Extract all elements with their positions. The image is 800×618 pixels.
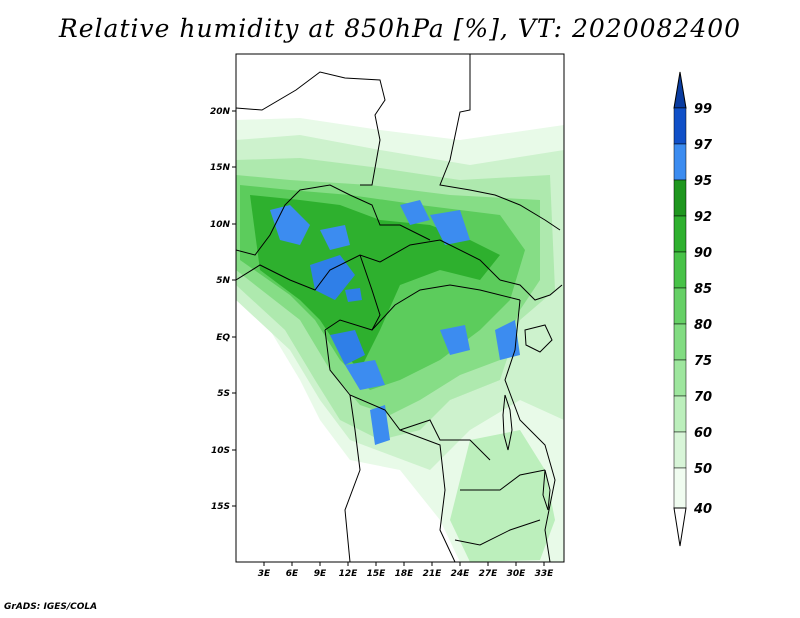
colorbar-segment xyxy=(673,359,687,397)
colorbar-label: 99 xyxy=(694,102,712,117)
border-line xyxy=(460,469,546,491)
lat-label: 20N xyxy=(210,107,231,117)
lat-label: 10S xyxy=(211,446,230,456)
map-frame xyxy=(235,53,565,563)
rh-95-patch xyxy=(345,288,362,302)
humidity-field xyxy=(236,118,564,562)
border-line xyxy=(439,54,561,231)
colorbar-top-arrow xyxy=(673,71,687,109)
lon-label: 21E xyxy=(423,569,443,579)
rh-95-patch xyxy=(370,405,390,445)
rh-60-band xyxy=(450,430,555,562)
lat-label: 15S xyxy=(211,502,230,512)
colorbar-label: 85 xyxy=(694,282,712,297)
lat-axis: 20N 15N 10N 5N EQ 5S 10S 15S xyxy=(210,107,236,512)
rh-95-patch xyxy=(400,200,430,225)
colorbar-segment xyxy=(673,287,687,325)
colorbar-label: 97 xyxy=(694,138,713,153)
lon-label: 12E xyxy=(339,569,359,579)
rh-90-contour xyxy=(250,195,500,370)
colorbar-label: 90 xyxy=(694,246,712,261)
lakes xyxy=(502,324,553,511)
lon-label: 30E xyxy=(507,569,527,579)
lake-victoria xyxy=(524,324,553,353)
colorbar-bottom-arrow xyxy=(673,507,687,547)
colorbar-label: 75 xyxy=(694,354,712,369)
lon-label: 15E xyxy=(367,569,387,579)
colorbar-segment xyxy=(673,107,687,145)
lon-label: 27E xyxy=(479,569,499,579)
colorbar-label: 80 xyxy=(694,318,712,333)
colorbar-segment xyxy=(673,431,687,469)
border-line xyxy=(399,429,456,562)
lon-label: 6E xyxy=(286,569,299,579)
rh-95-patch xyxy=(430,210,470,245)
lon-axis: 3E 6E 9E 12E 15E 18E 21E 24E 27E 30E 33E xyxy=(258,562,554,579)
chart-title: Relative humidity at 850hPa [%], VT: 202… xyxy=(58,14,742,43)
lat-label: 10N xyxy=(210,220,231,230)
border-line xyxy=(504,299,556,562)
lat-label: 15N xyxy=(210,163,231,173)
colorbar-segment xyxy=(673,179,687,217)
colorbar-segment xyxy=(673,323,687,361)
lon-label: 24E xyxy=(451,569,471,579)
colorbar-label: 60 xyxy=(694,426,712,441)
lat-label: 5S xyxy=(217,389,230,399)
colorbar-segment xyxy=(673,143,687,181)
lat-label: EQ xyxy=(216,333,230,343)
border-line xyxy=(236,71,386,186)
border-line xyxy=(344,394,361,562)
colorbar-segment xyxy=(673,251,687,289)
colorbar: 99 97 95 92 90 85 80 75 70 60 50 40 xyxy=(673,71,713,547)
lon-label: 9E xyxy=(314,569,327,579)
rh-95-patch xyxy=(440,325,470,355)
lake-tanganyika xyxy=(502,394,513,451)
colorbar-label: 40 xyxy=(693,502,712,517)
colorbar-segment xyxy=(673,467,687,509)
colorbar-segment xyxy=(673,395,687,433)
colorbar-label: 95 xyxy=(694,174,712,189)
rh-95-patch xyxy=(310,255,355,300)
rh-95-patch xyxy=(345,360,385,390)
grads-credit: GrADS: IGES/COLA xyxy=(4,602,98,612)
lon-label: 33E xyxy=(535,569,555,579)
lake-malawi xyxy=(542,469,551,511)
border-line xyxy=(324,254,381,331)
country-borders xyxy=(236,54,563,562)
lat-label: 5N xyxy=(216,276,230,286)
lon-label: 18E xyxy=(395,569,415,579)
colorbar-label: 50 xyxy=(694,462,712,477)
colorbar-label: 92 xyxy=(694,210,712,225)
rh-95-patch xyxy=(495,320,520,360)
border-line xyxy=(236,184,431,256)
colorbar-segment xyxy=(673,215,687,253)
rh-95-patch xyxy=(320,225,350,250)
border-line xyxy=(499,279,563,301)
rh-95-patch xyxy=(330,330,365,365)
border-line xyxy=(371,284,521,331)
colorbar-label: 70 xyxy=(694,390,712,405)
border-line xyxy=(454,519,541,546)
lon-label: 3E xyxy=(258,569,271,579)
